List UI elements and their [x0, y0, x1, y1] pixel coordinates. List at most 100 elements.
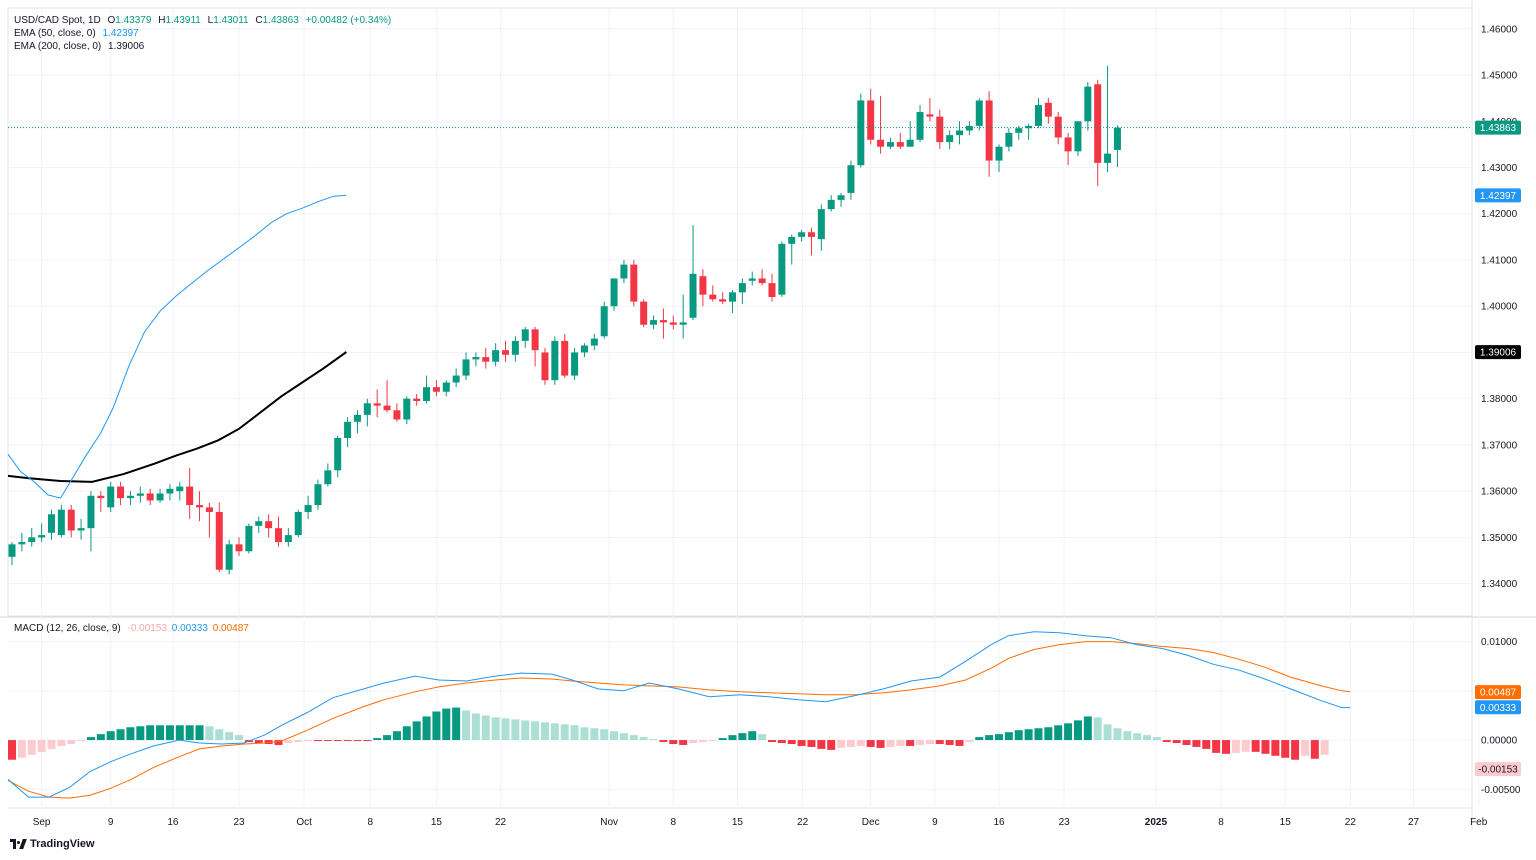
- macd-histogram-bar: [560, 724, 569, 741]
- macd-histogram-bar: [86, 737, 95, 741]
- candle-body: [748, 278, 756, 281]
- ema200-badge-text: 1.39006: [1480, 348, 1517, 359]
- time-tick-label: 2025: [1145, 817, 1168, 828]
- macd-histogram-bar: [1004, 732, 1013, 741]
- ema50-value: 1.42397: [102, 28, 139, 39]
- candle-body: [314, 484, 322, 506]
- signal-badge-text: 0.00487: [1480, 688, 1517, 699]
- candle-body: [196, 505, 204, 508]
- candle-body: [788, 236, 796, 244]
- last-price-badge-text: 1.43863: [1480, 123, 1517, 134]
- macd-histogram-bar: [284, 740, 293, 744]
- candle-body: [689, 273, 697, 318]
- candle-body: [1034, 105, 1042, 126]
- time-tick-label: 27: [1408, 817, 1420, 828]
- candle-body: [719, 299, 727, 302]
- macd-histogram-bar: [1073, 720, 1082, 741]
- macd-histogram-bar: [1310, 740, 1319, 759]
- macd-histogram-bar: [106, 731, 115, 741]
- macd-hist-badge: [1475, 762, 1521, 777]
- candle-body: [1005, 132, 1013, 147]
- macd-histogram-bar: [1143, 735, 1152, 741]
- candle-body: [462, 359, 470, 376]
- candle-body: [215, 511, 223, 570]
- macd-histogram-bar: [47, 740, 56, 749]
- macd-line: [7, 631, 1351, 798]
- candle-body: [117, 486, 125, 499]
- macd-histogram-bar: [1251, 740, 1260, 752]
- candle-body: [344, 421, 352, 438]
- macd-histogram-bar: [550, 723, 559, 741]
- candle-body: [87, 495, 95, 529]
- time-tick-label: Oct: [296, 817, 312, 828]
- low-value: 1.43011: [213, 15, 249, 26]
- price-pane: [7, 7, 1473, 617]
- candle-body: [383, 405, 391, 411]
- candle-body: [867, 100, 875, 140]
- candle-body: [827, 199, 835, 210]
- candle-body: [610, 278, 618, 307]
- macd-histogram-bar: [758, 734, 767, 741]
- macd-histogram-bar: [195, 725, 204, 741]
- ema50-legend: EMA (50, close, 0) 1.42397: [14, 27, 143, 40]
- macd-histogram-bar: [935, 740, 944, 744]
- macd-histogram-bar: [698, 740, 707, 743]
- macd-histogram-bar: [866, 740, 875, 747]
- macd-histogram-bar: [77, 740, 86, 742]
- macd-histogram-bar: [1024, 729, 1033, 741]
- candle-body: [403, 398, 411, 420]
- macd-histogram-bar: [215, 729, 224, 741]
- candle-body: [255, 521, 263, 526]
- candle-body: [136, 493, 144, 496]
- macd-histogram-bar: [600, 729, 609, 741]
- time-tick-label: 22: [1345, 817, 1357, 828]
- candle-body: [561, 340, 569, 376]
- price-tick-label: 1.35000: [1481, 533, 1518, 544]
- macd-histogram-bar: [452, 707, 461, 741]
- candle-body: [97, 495, 105, 499]
- macd-histogram-bar: [975, 737, 984, 741]
- candle-body: [245, 525, 253, 552]
- candle-body: [906, 139, 914, 147]
- tradingview-icon: [10, 838, 27, 850]
- high-label: H: [158, 15, 166, 26]
- symbol-label: USD/CAD Spot, 1D: [14, 15, 101, 26]
- time-tick-label: 22: [797, 817, 809, 828]
- macd-histogram-bar: [708, 740, 717, 742]
- time-tick-label: 23: [233, 817, 245, 828]
- candle-body: [442, 382, 450, 392]
- candle-body: [166, 488, 174, 494]
- candle-body: [28, 537, 36, 543]
- macd-histogram-bar: [1182, 740, 1191, 745]
- price-tick-label: 1.34000: [1481, 579, 1518, 590]
- candle-body: [699, 276, 707, 295]
- candle-body: [363, 403, 371, 415]
- macd-label: MACD (12, 26, close, 9): [14, 623, 121, 634]
- macd-histogram-bar: [274, 740, 283, 745]
- macd-histogram-bar: [728, 735, 737, 741]
- candle-body: [640, 301, 648, 325]
- macd-histogram-bar: [353, 740, 362, 742]
- macd-histogram-bar: [629, 735, 638, 741]
- macd-histogram-bar: [165, 725, 174, 741]
- macd-histogram-bar: [738, 733, 747, 741]
- macd-tick-label: 0.01000: [1481, 637, 1518, 648]
- macd-histogram-bar: [748, 731, 757, 741]
- candle-body: [738, 283, 746, 293]
- macd-histogram-bar: [1291, 740, 1300, 760]
- macd-histogram-bar: [1014, 730, 1023, 741]
- candle-body: [1015, 128, 1023, 133]
- change-value: +0.00482 (+0.34%): [305, 15, 392, 26]
- candle-body: [18, 542, 26, 545]
- candle-body: [659, 320, 667, 323]
- candle-body: [334, 437, 342, 471]
- candle-body: [600, 306, 608, 337]
- tradingview-logo[interactable]: TradingView: [10, 838, 95, 850]
- macd-histogram-bar: [916, 740, 925, 745]
- candle-body: [511, 340, 519, 355]
- candle-body: [758, 278, 766, 284]
- time-tick-label: 15: [732, 817, 744, 828]
- ema50-line: [7, 194, 347, 499]
- time-tick-label: Nov: [600, 817, 618, 828]
